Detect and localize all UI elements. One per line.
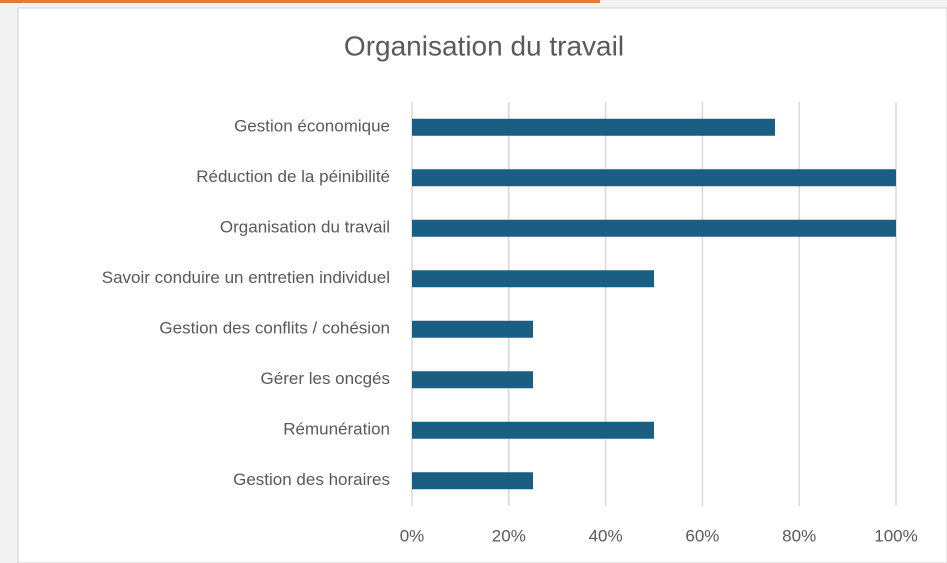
- bar: [412, 320, 533, 338]
- y-tick-label: Savoir conduire un entretien individuel: [102, 268, 390, 287]
- x-tick-label: 0%: [400, 526, 425, 545]
- y-tick-label: Gestion des conflits / cohésion: [159, 319, 390, 338]
- chart-title: Organisation du travail: [344, 30, 624, 61]
- y-tick-label: Gestion des horaires: [233, 470, 390, 489]
- bar: [412, 270, 654, 288]
- bar: [412, 421, 654, 439]
- y-tick-label: Gérer les oncgés: [261, 369, 390, 388]
- bar: [412, 472, 533, 490]
- x-tick-label: 20%: [492, 526, 526, 545]
- y-tick-label: Organisation du travail: [220, 218, 390, 237]
- y-tick-label: Gestion économique: [234, 117, 390, 136]
- x-tick-label: 40%: [589, 526, 623, 545]
- bar: [412, 371, 533, 389]
- top-accent: [0, 0, 600, 3]
- x-tick-label: 80%: [782, 526, 816, 545]
- bar: [412, 118, 775, 136]
- x-tick-label: 60%: [685, 526, 719, 545]
- y-tick-label: Rémunération: [283, 420, 390, 439]
- y-tick-label: Réduction de la péinibilité: [196, 167, 390, 186]
- x-tick-label: 100%: [874, 526, 917, 545]
- bar: [412, 169, 896, 187]
- bar: [412, 219, 896, 237]
